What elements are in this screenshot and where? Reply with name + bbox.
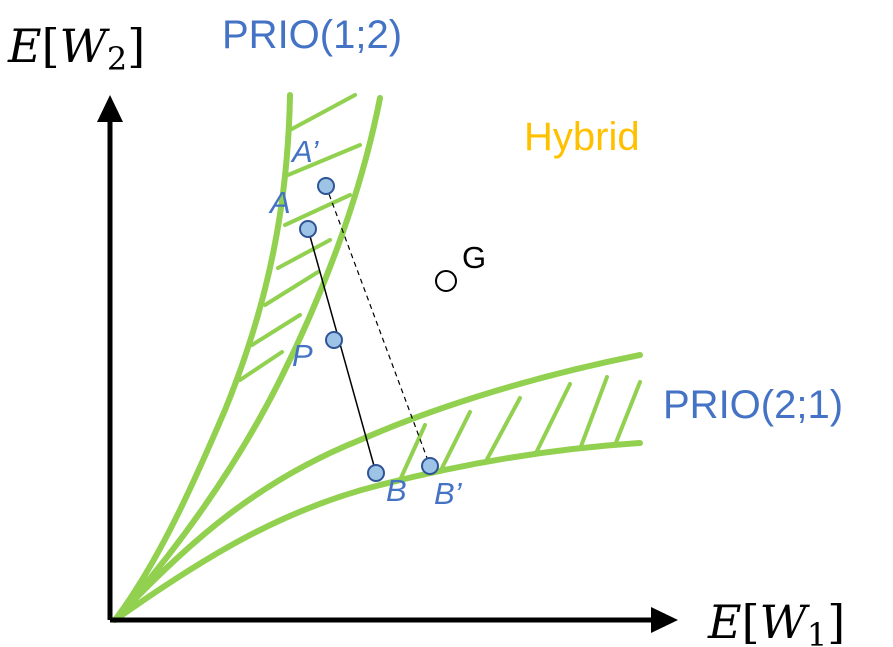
prio12-region [112,92,383,623]
x-axis-arrowhead [651,607,678,633]
prio12-hatching [238,93,362,382]
label-a: A [268,185,291,220]
segment-a-b [307,228,377,474]
label-g: G [462,240,486,275]
point-a-prime [317,177,335,195]
label-b-prime: B’ [434,476,463,511]
point-g [435,270,457,292]
label-b: B [386,473,407,508]
y-axis-arrowhead [97,95,123,122]
prio21-region [112,352,643,623]
prio21-upper-boundary [112,352,643,623]
label-p: P [292,338,313,373]
point-p [325,331,343,349]
prio21-hatching [398,375,642,482]
point-b-prime [421,457,439,475]
x-axis-label: E[W1] [707,595,845,647]
segment-a-prime-b-prime [325,185,431,467]
prio12-right-boundary [112,95,383,623]
points [299,177,439,482]
point-b [367,464,385,482]
label-a-prime: A’ [290,134,320,169]
prio21-lower-boundary [112,440,643,623]
point-a [299,220,317,238]
prio12-left-boundary [112,92,293,623]
axes [97,95,678,633]
region-label-prio12: PRIO(1;2) [222,13,402,57]
y-axis-label: E[W2] [7,19,145,78]
region-label-hybrid: Hybrid [524,115,640,159]
region-label-prio21: PRIO(2;1) [663,383,843,427]
